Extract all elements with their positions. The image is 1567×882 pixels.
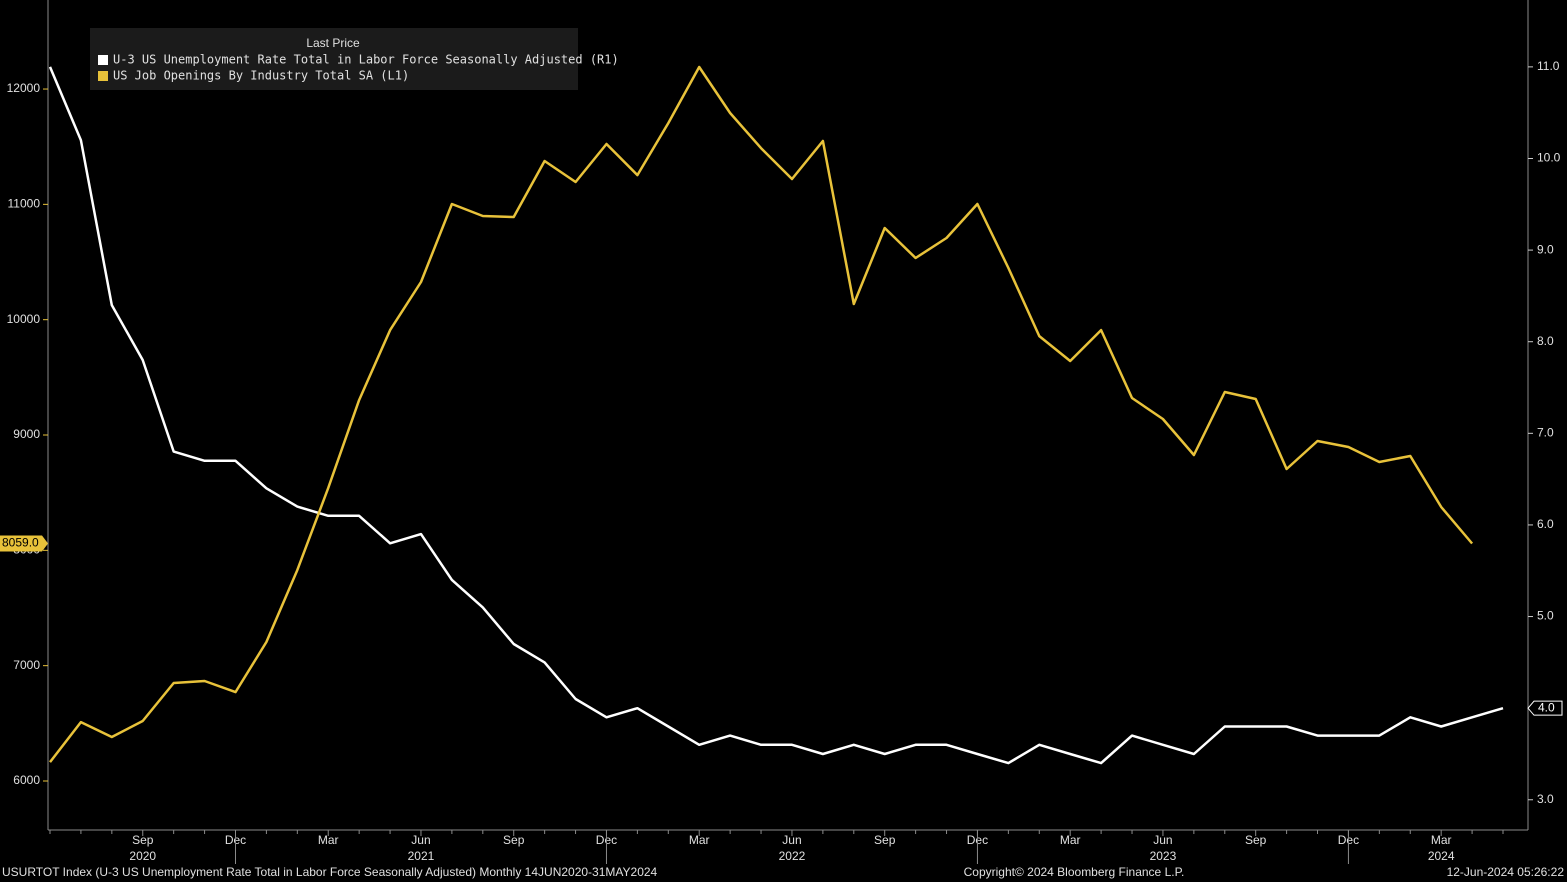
y2-tick-label: 9.0: [1537, 242, 1554, 256]
legend-swatch: [98, 71, 108, 81]
legend-swatch: [98, 55, 108, 65]
legend-box: [90, 28, 578, 90]
x-tick-label: Mar: [689, 833, 710, 847]
last-value-box: [1527, 700, 1563, 716]
x-year-label: 2023: [1150, 849, 1177, 863]
legend-entry: U-3 US Unemployment Rate Total in Labor …: [113, 53, 619, 67]
y-tick-label: 6000: [13, 773, 40, 787]
y2-tick-label: 5.0: [1537, 609, 1554, 623]
x-tick-label: Jun: [1153, 833, 1172, 847]
x-tick-label: Mar: [1431, 833, 1452, 847]
footer-right: 12-Jun-2024 05:26:22: [1447, 865, 1565, 879]
y-tick-label: 7000: [13, 658, 40, 672]
x-tick-label: Mar: [1060, 833, 1081, 847]
y-tick-label: 9000: [13, 427, 40, 441]
y2-tick-label: 6.0: [1537, 517, 1554, 531]
y2-tick-label: 7.0: [1537, 425, 1554, 439]
x-tick-label: Jun: [782, 833, 801, 847]
series-line: [48, 66, 1504, 765]
x-tick-label: Sep: [503, 833, 525, 847]
y2-tick-label: 11.0: [1537, 59, 1560, 73]
x-tick-label: Sep: [1245, 833, 1267, 847]
x-year-label: 2022: [779, 849, 806, 863]
y-tick-label: 10000: [7, 312, 41, 326]
last-value-box: [0, 535, 48, 552]
x-tick-label: Mar: [318, 833, 339, 847]
y2-tick-label: 10.0: [1537, 151, 1561, 165]
y2-tick-label: 3.0: [1537, 792, 1554, 806]
last-value-label: 4.0: [1538, 700, 1555, 714]
x-tick-label: Sep: [132, 833, 154, 847]
footer-left: USURTOT Index (U-3 US Unemployment Rate …: [2, 865, 658, 879]
x-year-label: 2021: [408, 849, 435, 863]
last-value-label: 8059.0: [2, 536, 39, 550]
footer-center: Copyright© 2024 Bloomberg Finance L.P.: [964, 865, 1185, 879]
y-tick-label: 11000: [8, 197, 41, 211]
x-tick-label: Sep: [874, 833, 896, 847]
series-line: [49, 65, 1474, 763]
y2-tick-label: 8.0: [1537, 334, 1554, 348]
x-year-label: 2024: [1428, 849, 1455, 863]
y-tick-label: 12000: [7, 81, 41, 95]
x-year-label: 2020: [129, 849, 156, 863]
legend-entry: US Job Openings By Industry Total SA (L1…: [113, 69, 409, 83]
legend-title: Last Price: [306, 36, 360, 50]
x-tick-label: Jun: [411, 833, 430, 847]
